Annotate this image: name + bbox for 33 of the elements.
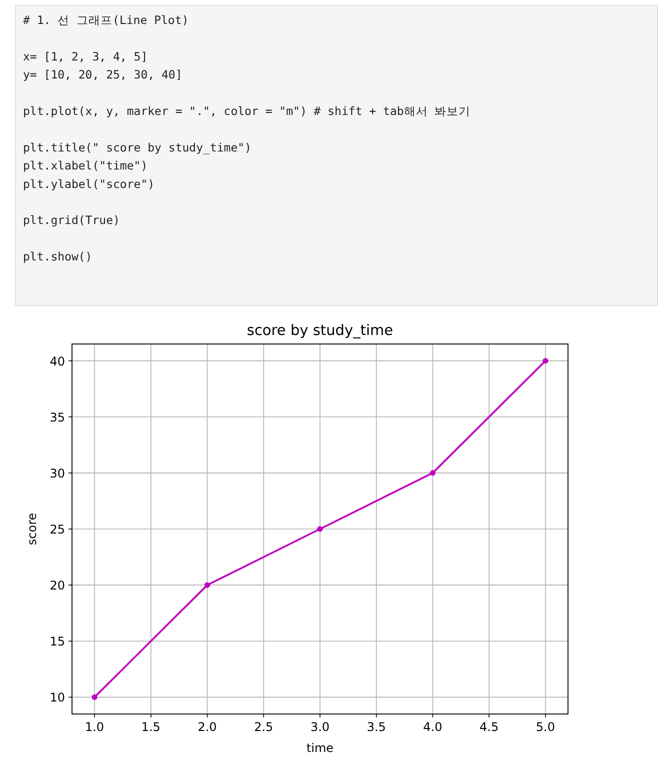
point [204,582,210,588]
y-tick-label: 40 [50,354,65,368]
point [92,694,98,700]
point [430,470,436,476]
y-tick-label: 15 [50,634,65,649]
y-axis-title: score [25,512,39,546]
x-tick-label: 2.0 [198,720,217,734]
text: plt.show() [23,250,92,264]
x-axis-title: time [306,741,334,755]
x-tick-label: 3.0 [310,720,330,734]
text: plt.ylabel("score") [23,176,155,191]
text: y= [10, 20, 25, 30, 40] [23,68,182,82]
y-tick-label: 25 [50,522,65,536]
x-tick-label: 1.5 [141,720,160,734]
x-tick-label: 1.0 [85,720,104,734]
y-tick-label: 35 [50,410,65,424]
y-tick-label: 10 [50,690,65,705]
text: plt.grid(True) [23,213,120,228]
x-tick-label: 4.0 [423,720,442,734]
x-tick-label: 3.5 [366,720,386,734]
y-tick-label: 30 [50,466,65,480]
chart-title: score by study_time [246,323,394,339]
text: plt.plot(x, y, marker = ".", color = "m") # shift + tab해서 봐보기 [23,104,471,118]
x-tick-label: 5.0 [536,720,555,734]
point [542,358,548,364]
x-tick-label: 4.5 [480,720,499,734]
x-tick-label: 2.5 [254,720,274,734]
y-tick-label: 20 [50,578,65,593]
point [317,526,323,532]
text: plt.xlabel("time") [23,158,148,173]
text: plt.title(" score by study_time") [23,140,252,154]
text: x= [1, 2, 3, 4, 5] [23,49,148,64]
text: # 1. 선 그래프(Line Plot) [23,13,189,27]
